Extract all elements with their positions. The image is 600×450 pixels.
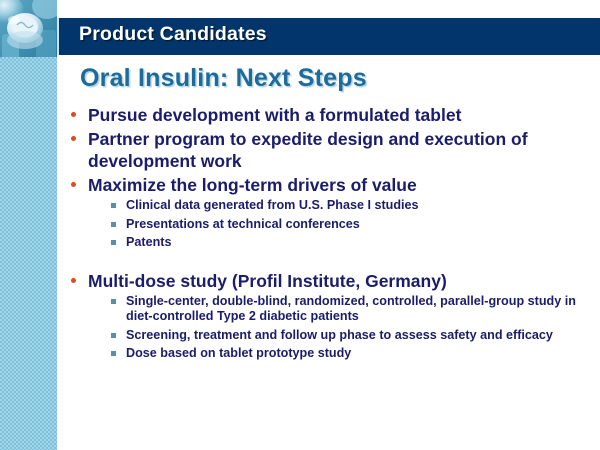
bullet-text: Partner program to expedite design and e… (88, 129, 528, 171)
pill-vials-photo (0, 0, 57, 57)
bullet-item: Multi-dose study (Profil Institute, Germ… (66, 270, 594, 362)
bullet-item: Partner program to expedite design and e… (66, 128, 594, 172)
sub-bullet-list: Single-center, double-blind, randomized,… (102, 294, 594, 362)
square-bullet-icon (111, 203, 116, 208)
sub-bullet-list: Clinical data generated from U.S. Phase … (102, 198, 594, 251)
bullet-list: Pursue development with a formulated tab… (66, 104, 594, 362)
round-bullet-icon (71, 112, 76, 117)
sub-bullet-text: Patents (126, 235, 172, 249)
sub-bullet-text: Single-center, double-blind, randomized,… (126, 293, 576, 324)
slide-body: Pursue development with a formulated tab… (66, 104, 594, 365)
round-bullet-icon (71, 182, 76, 187)
square-bullet-icon (111, 240, 116, 245)
sub-bullet-item: Single-center, double-blind, randomized,… (102, 294, 594, 325)
sub-bullet-item: Screening, treatment and follow up phase… (102, 328, 594, 344)
square-bullet-icon (111, 351, 116, 356)
slide-title: Oral Insulin: Next Steps (80, 64, 367, 92)
sub-bullet-group: Single-center, double-blind, randomized,… (88, 294, 594, 362)
bullet-item: Maximize the long-term drivers of value … (66, 174, 594, 251)
sub-bullet-text: Clinical data generated from U.S. Phase … (126, 198, 419, 212)
sub-bullet-group: Clinical data generated from U.S. Phase … (88, 198, 594, 251)
header-band: Product Candidates (57, 18, 600, 55)
left-decorative-rail (0, 0, 57, 450)
sub-bullet-item: Clinical data generated from U.S. Phase … (102, 198, 594, 214)
bullet-text: Multi-dose study (Profil Institute, Germ… (88, 270, 447, 291)
sub-bullet-item: Patents (102, 235, 594, 251)
square-bullet-icon (111, 221, 116, 227)
square-bullet-icon (111, 298, 116, 304)
sub-bullet-text: Presentations at technical conferences (126, 216, 360, 231)
sub-bullet-text: Dose based on tablet prototype study (126, 346, 352, 360)
header-title: Product Candidates (79, 23, 267, 45)
round-bullet-icon (71, 277, 76, 283)
bullet-item: Pursue development with a formulated tab… (66, 104, 594, 126)
sub-bullet-item: Dose based on tablet prototype study (102, 346, 594, 362)
bullet-text: Pursue development with a formulated tab… (88, 105, 462, 125)
round-bullet-icon (71, 136, 76, 141)
sub-bullet-text: Screening, treatment and follow up phase… (126, 327, 553, 342)
halftone-pattern-sidebar (0, 57, 57, 450)
square-bullet-icon (111, 332, 116, 338)
sub-bullet-item: Presentations at technical conferences (102, 217, 594, 233)
bullet-text: Maximize the long-term drivers of value (88, 175, 417, 195)
